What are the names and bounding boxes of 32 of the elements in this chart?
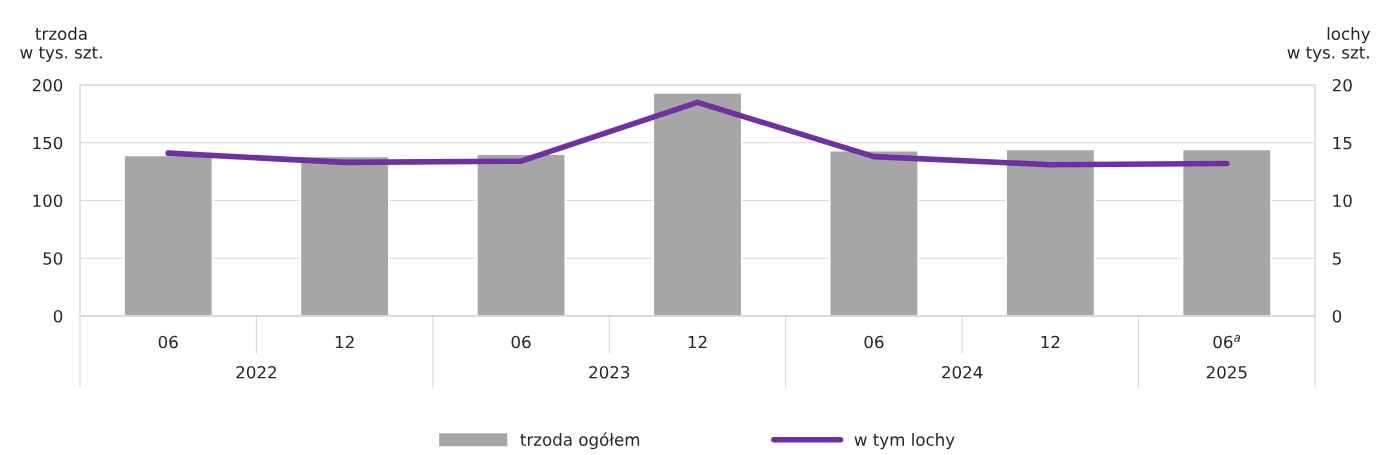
bar (476, 153, 566, 316)
y2-tick-label: 5 (1332, 252, 1341, 265)
x-tick-label: 12 (335, 335, 354, 349)
x-tick-label: 06 (864, 335, 884, 349)
bar (123, 154, 214, 316)
y2-tick-label: 15 (1333, 136, 1352, 150)
y-tick-label: 50 (43, 252, 63, 265)
legend-label: trzoda ogółem (520, 432, 640, 450)
text: 2024 (942, 365, 983, 379)
y2-tick-label: 10 (1333, 194, 1352, 208)
bar (652, 92, 743, 316)
x-tick-label: 06 (158, 335, 178, 349)
bar (829, 150, 919, 316)
bar (299, 155, 390, 316)
y2-axis-title: lochy w tys. szt. (1287, 27, 1371, 62)
text: 2022 (236, 365, 276, 379)
y-tick-label: 0 (53, 309, 63, 323)
x-tick-label: 06$^{a}$ (1213, 335, 1241, 349)
y-tick-label: 200 (32, 78, 63, 92)
x-tick-label: 12 (688, 335, 707, 349)
bar (1181, 148, 1272, 316)
legend-label: w tym lochy (854, 433, 955, 450)
y-tick-label: 150 (33, 136, 63, 150)
y-axis-title: trzoda w tys. szt. (20, 27, 102, 62)
y2-tick-label: 0 (1332, 309, 1342, 323)
y-tick-label: 100 (33, 194, 63, 208)
text: 2025 (1206, 365, 1247, 379)
bar (1005, 148, 1096, 316)
text: 2023 (589, 365, 630, 379)
x-tick-label: 12 (1041, 335, 1060, 349)
y2-tick-label: 20 (1332, 78, 1352, 92)
x-tick-label: 06 (511, 335, 531, 349)
